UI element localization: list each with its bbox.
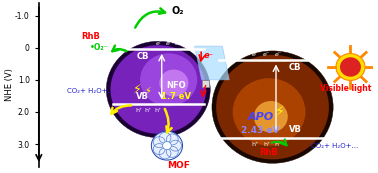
Text: MOF: MOF: [167, 161, 191, 170]
Circle shape: [336, 53, 365, 80]
Text: O₂: O₂: [171, 6, 184, 16]
Circle shape: [106, 41, 210, 138]
Text: •O₂⁻: •O₂⁻: [90, 43, 109, 52]
Circle shape: [212, 51, 333, 163]
Text: h⁺: h⁺: [274, 143, 282, 148]
Text: h⁺: h⁺: [135, 108, 142, 113]
Text: CB: CB: [136, 52, 149, 61]
Text: h⁺: h⁺: [252, 143, 259, 148]
Circle shape: [151, 131, 183, 160]
Text: e⁻: e⁻: [156, 41, 163, 46]
Circle shape: [254, 101, 288, 133]
Circle shape: [340, 57, 361, 77]
Text: e⁻: e⁻: [252, 52, 259, 57]
Circle shape: [233, 78, 305, 146]
Text: APO: APO: [247, 112, 274, 122]
Text: h⁺: h⁺: [154, 108, 161, 113]
Text: e⁻: e⁻: [175, 41, 182, 46]
Text: h⁺: h⁺: [263, 143, 270, 148]
Text: h⁺: h⁺: [145, 108, 152, 113]
Text: ⚡: ⚡: [133, 83, 142, 96]
Text: ⚡: ⚡: [274, 105, 284, 119]
Circle shape: [163, 142, 171, 150]
Text: 1.7 eV: 1.7 eV: [161, 92, 191, 101]
Text: 2.43 eV: 2.43 eV: [241, 126, 280, 135]
Text: CO₂+ H₂O+...: CO₂+ H₂O+...: [311, 143, 358, 149]
Text: VB: VB: [136, 92, 149, 101]
Circle shape: [110, 45, 206, 134]
Text: e⁻: e⁻: [274, 52, 282, 57]
Text: ⚡: ⚡: [144, 86, 151, 96]
Text: Visible light: Visible light: [319, 84, 371, 93]
Y-axis label: NHE (V): NHE (V): [5, 68, 14, 101]
Text: CB: CB: [289, 63, 301, 72]
Text: e⁻: e⁻: [203, 51, 214, 60]
Text: RhB: RhB: [260, 148, 279, 157]
Text: VB: VB: [289, 125, 302, 134]
Text: e⁻: e⁻: [166, 41, 173, 46]
Text: e⁻: e⁻: [263, 52, 270, 57]
Text: RhB: RhB: [81, 32, 100, 41]
Circle shape: [159, 70, 188, 97]
Text: CO₂+ H₂O+...: CO₂+ H₂O+...: [67, 88, 115, 94]
Polygon shape: [195, 46, 229, 80]
Text: NFO: NFO: [166, 81, 186, 90]
Circle shape: [216, 55, 329, 159]
Bar: [201, 80, 209, 87]
Circle shape: [140, 53, 197, 106]
